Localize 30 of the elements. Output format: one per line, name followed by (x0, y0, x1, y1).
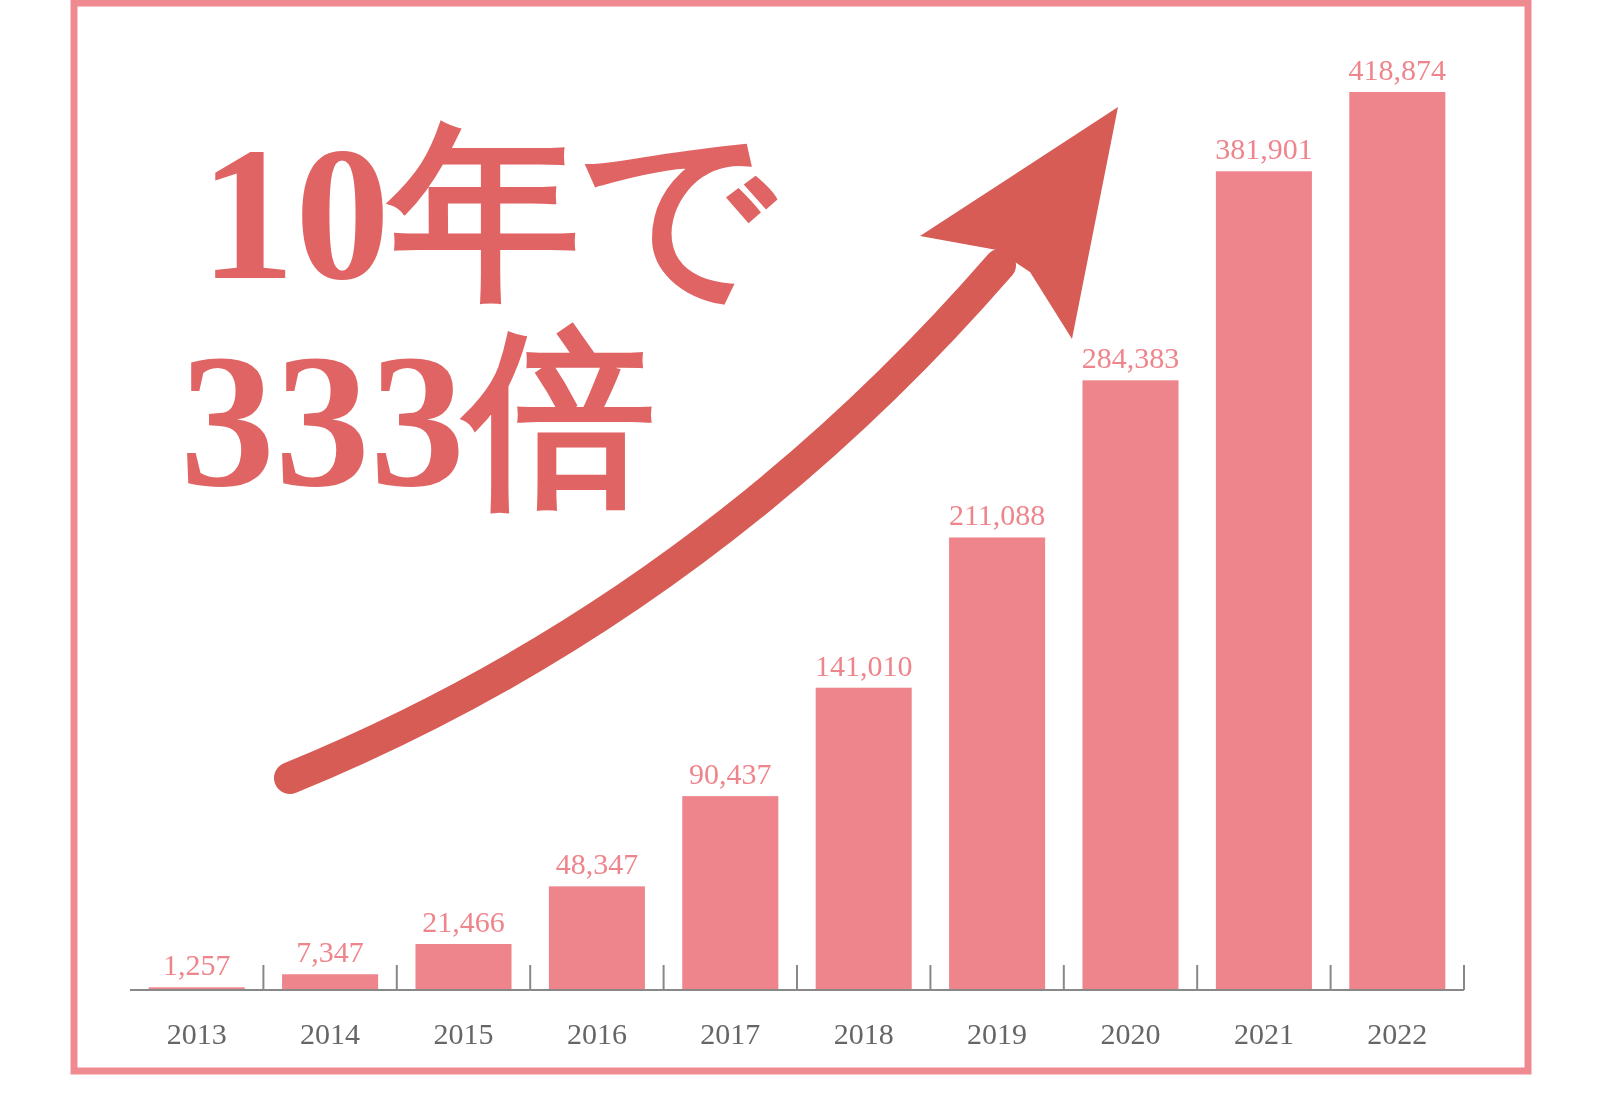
x-tick-label: 2013 (166, 1017, 227, 1050)
data-label: 141,010 (814, 648, 913, 682)
x-tick-label: 2016 (566, 1017, 627, 1050)
data-label: 418,874 (1348, 53, 1447, 86)
x-tick-label: 2021 (1233, 1017, 1294, 1050)
bar (415, 943, 512, 990)
data-label: 284,383 (1081, 341, 1180, 375)
data-label: 1,257 (162, 948, 231, 982)
data-label: 211,088 (948, 498, 1046, 532)
x-tick-label: 2019 (967, 1017, 1028, 1050)
x-tick-label: 2014 (300, 1017, 361, 1050)
text: 10年で 333倍 (180, 109, 778, 526)
x-tick-label: 2018 (833, 1017, 894, 1050)
bar (282, 974, 379, 990)
data-label: 90,437 (689, 757, 772, 791)
x-tick-label: 2022 (1367, 1017, 1428, 1050)
x-tick-label: 2017 (700, 1017, 761, 1050)
data-label: 381,901 (1215, 132, 1313, 166)
x-tick-label: 2020 (1100, 1017, 1161, 1050)
bar (548, 886, 645, 990)
bar (1349, 92, 1446, 990)
data-label: 21,466 (422, 904, 505, 938)
bar (1082, 380, 1179, 990)
bar (815, 687, 912, 990)
data-label: 7,347 (296, 935, 364, 969)
bar (1215, 171, 1312, 990)
x-tick-label: 2015 (433, 1017, 494, 1050)
bar (682, 796, 779, 990)
bar (949, 537, 1046, 990)
data-label: 48,347 (555, 847, 639, 881)
